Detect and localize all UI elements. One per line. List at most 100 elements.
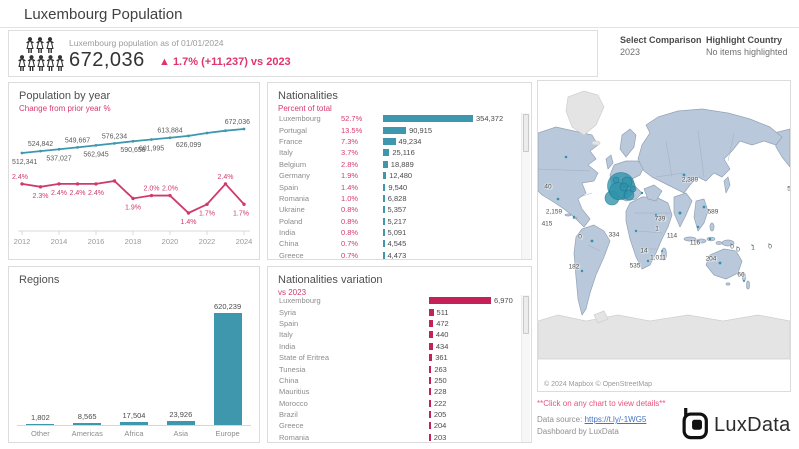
bar-row-greece[interactable]: Greece 204: [269, 420, 519, 431]
world-map[interactable]: [538, 81, 790, 391]
population-point-label: 626,099: [176, 142, 201, 149]
region-bar[interactable]: [119, 422, 148, 425]
bar-row-brazil[interactable]: Brazil 205: [269, 409, 519, 420]
row-bar[interactable]: [383, 194, 385, 202]
population-by-year-panel[interactable]: Population by year Change from prior yea…: [8, 82, 260, 260]
bar-row-india[interactable]: India 0.8% 5,091: [269, 227, 519, 238]
kpi-value: 672,036: [69, 49, 145, 71]
bar-row-luxembourg[interactable]: Luxembourg 52.7% 354,372: [269, 113, 519, 124]
row-bar[interactable]: [383, 206, 385, 214]
bar-row-syria[interactable]: Syria 511: [269, 306, 519, 317]
row-bar[interactable]: [429, 388, 432, 396]
nationalities-bar-list: Luxembourg 52.7% 354,372 Portugal 13.5% 90,91…: [269, 113, 519, 259]
region-bar-other[interactable]: 1,802: [17, 413, 64, 425]
change-percent-label: 2.4%: [88, 190, 104, 197]
select-comparison-value[interactable]: 2023: [620, 47, 641, 57]
region-value-label: 620,239: [214, 302, 242, 311]
nationalities-scrollbar[interactable]: [521, 113, 530, 259]
row-bar[interactable]: [383, 149, 390, 157]
bar-row-china[interactable]: China 250: [269, 375, 519, 386]
bar-row-france[interactable]: France 7.3% 49,234: [269, 136, 519, 147]
bar-row-portugal[interactable]: Portugal 13.5% 90,915: [269, 124, 519, 135]
highlight-country-value[interactable]: No items highlighted: [706, 47, 788, 57]
bar-row-spain[interactable]: Spain 1.4% 9,540: [269, 181, 519, 192]
x-axis-year-label: 2020: [162, 237, 179, 246]
region-bar[interactable]: [73, 423, 102, 425]
row-bar[interactable]: [429, 399, 431, 407]
region-bar-americas[interactable]: 8,565: [64, 412, 111, 425]
world-map-panel[interactable]: 40 2,159 415 0 182 334 14 1,011 535 2,389 739 1 114 1…: [537, 80, 791, 392]
row-value-label: 361: [435, 353, 448, 363]
change-percent-label: 1.4%: [181, 219, 197, 226]
row-bar[interactable]: [383, 137, 396, 145]
bar-row-greece[interactable]: Greece 0.7% 4,473: [269, 250, 519, 259]
bar-row-ukraine[interactable]: Ukraine 0.8% 5,357: [269, 204, 519, 215]
population-people-icon: [17, 36, 65, 72]
region-bar-africa[interactable]: 17,504: [111, 411, 158, 425]
population-line-chart[interactable]: 2012 2014 2016 2018 2020 2022 2024 512,341 524,8…: [10, 113, 258, 259]
row-percent-label: 0.8%: [341, 205, 359, 215]
row-country-label: Luxembourg: [279, 114, 321, 124]
bar-row-tunesia[interactable]: Tunesia 263: [269, 363, 519, 374]
variation-scrollbar[interactable]: [521, 295, 530, 442]
row-bar[interactable]: [429, 354, 433, 362]
row-bar[interactable]: [429, 308, 434, 316]
row-bar[interactable]: [383, 251, 385, 259]
region-bar[interactable]: [166, 421, 195, 425]
luxdata-logo: LuxData: [676, 406, 794, 444]
row-bar[interactable]: [383, 217, 385, 225]
row-bar[interactable]: [383, 240, 385, 248]
row-bar[interactable]: [429, 319, 434, 327]
row-bar[interactable]: [383, 172, 387, 180]
row-value-label: 5,217: [387, 216, 407, 226]
row-bar[interactable]: [429, 422, 431, 430]
regions-bar-chart[interactable]: 1,802 8,565 17,504 23,926 620,239: [17, 301, 251, 425]
region-bar-europe[interactable]: 620,239: [204, 302, 251, 425]
population-point-label: 576,234: [102, 133, 127, 140]
x-axis-year-label: 2012: [14, 237, 31, 246]
bar-row-india[interactable]: India 434: [269, 341, 519, 352]
population-point-label: 524,842: [28, 141, 53, 148]
bar-row-luxembourg[interactable]: Luxembourg 6,970: [269, 295, 519, 306]
nationalities-panel[interactable]: Nationalities Percent of total Luxembour…: [267, 82, 532, 260]
row-value-label: 18,889: [390, 159, 414, 169]
row-bar[interactable]: [429, 376, 432, 384]
bar-row-germany[interactable]: Germany 1.9% 12,480: [269, 170, 519, 181]
row-bar[interactable]: [383, 126, 407, 134]
map-country-value-label: 14: [640, 247, 648, 255]
data-source-link[interactable]: https://t.ly/-1WG5: [584, 415, 647, 424]
bar-row-morocco[interactable]: Morocco 222: [269, 398, 519, 409]
region-bar[interactable]: [26, 424, 55, 425]
bar-row-poland[interactable]: Poland 0.8% 5,217: [269, 216, 519, 227]
row-bar[interactable]: [383, 160, 388, 168]
variation-scrollbar-thumb[interactable]: [523, 296, 529, 334]
row-percent-label: 13.5%: [341, 125, 363, 135]
bar-row-china[interactable]: China 0.7% 4,545: [269, 238, 519, 249]
row-bar[interactable]: [383, 229, 385, 237]
bar-row-state-of-eritrea[interactable]: State of Eritrea 361: [269, 352, 519, 363]
bar-row-italy[interactable]: Italy 3.7% 25,116: [269, 147, 519, 158]
nationalities-title: Nationalities: [278, 90, 338, 102]
region-value-label: 17,504: [122, 411, 146, 420]
row-bar[interactable]: [429, 297, 491, 305]
nationalities-variation-panel[interactable]: Nationalities variation vs 2023 Luxembou…: [267, 266, 532, 443]
bar-row-italy[interactable]: Italy 440: [269, 329, 519, 340]
bar-row-romania[interactable]: Romania 1.0% 6,828: [269, 193, 519, 204]
row-bar[interactable]: [429, 365, 432, 373]
population-point-label: 672,036: [225, 119, 250, 126]
bar-row-belgium[interactable]: Belgium 2.8% 18,889: [269, 159, 519, 170]
row-bar[interactable]: [429, 411, 431, 419]
row-bar[interactable]: [383, 115, 473, 123]
bar-row-romania[interactable]: Romania 203: [269, 432, 519, 442]
bar-row-mauritius[interactable]: Mauritius 228: [269, 386, 519, 397]
region-bar[interactable]: [213, 313, 242, 425]
row-bar[interactable]: [429, 433, 431, 441]
nationalities-scrollbar-thumb[interactable]: [523, 114, 529, 152]
row-bar[interactable]: [429, 331, 433, 339]
bar-row-spain[interactable]: Spain 472: [269, 318, 519, 329]
region-bar-asia[interactable]: 23,926: [157, 410, 204, 425]
row-bar[interactable]: [383, 183, 386, 191]
regions-panel[interactable]: Regions 1,802 8,565 17,504 23,926 620,239 Ot…: [8, 266, 260, 443]
row-bar[interactable]: [429, 342, 433, 350]
row-value-label: 263: [434, 364, 447, 374]
